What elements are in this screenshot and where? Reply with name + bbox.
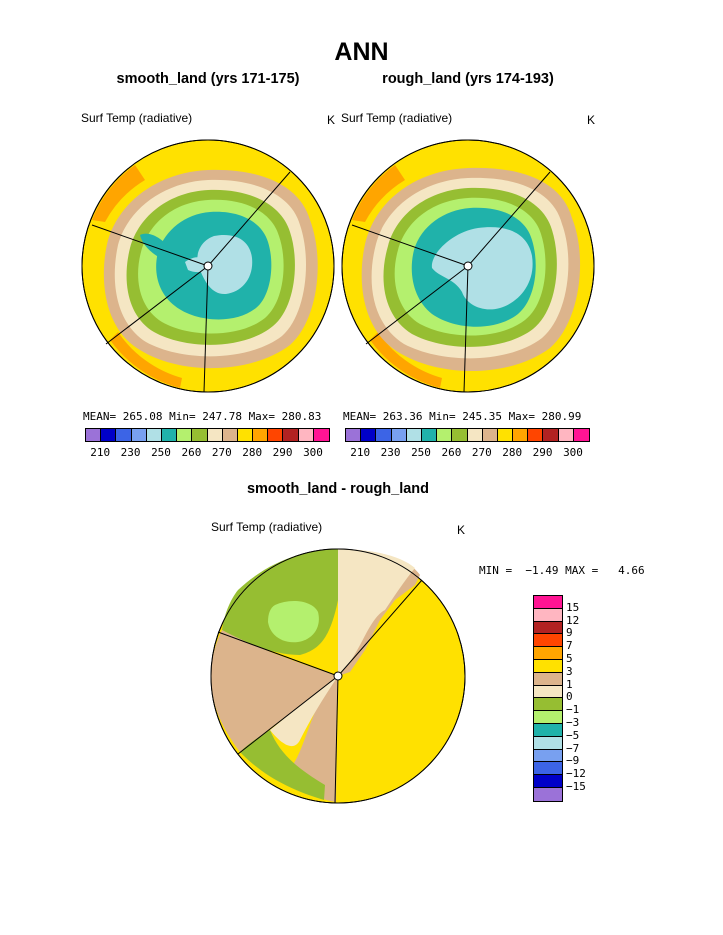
colorbar-swatch (534, 775, 562, 788)
colorbar-tick-label: −9 (566, 754, 580, 768)
variable-label-diff: Surf Temp (radiative) (211, 520, 323, 534)
colorbar-swatch (391, 429, 407, 441)
colorbar-swatch (467, 429, 483, 441)
colorbar-tick-label: −15 (566, 780, 586, 793)
colorbar-swatch (376, 429, 392, 441)
colorbar-swatch (161, 429, 178, 441)
colorbar-tick-label: 210 (90, 446, 111, 459)
colorbar-tick-label: 0 (566, 690, 573, 704)
colorbar-swatch (534, 736, 562, 750)
colorbar-swatch (283, 429, 299, 441)
diff-minmax: MIN = −1.49 MAX = 4.66 (479, 564, 645, 577)
polar-map-smooth (81, 139, 335, 393)
colorbar-tick-label: 12 (566, 613, 580, 627)
colorbar-tick-label: 250 (151, 446, 171, 459)
colorbar-swatch (437, 429, 453, 441)
colorbar-swatch (268, 429, 284, 441)
colorbar-swatch (421, 429, 438, 441)
colorbar-tick-label: 230 (120, 446, 141, 459)
colorbar-tick-label: −12 (566, 767, 586, 781)
units-label-rough: K (587, 113, 596, 127)
stats-rough: MEAN= 263.36 Min= 245.35 Max= 280.99 (343, 410, 582, 423)
colorbar-swatch (237, 429, 254, 441)
colorbar-swatch (573, 429, 589, 441)
colorbar-swatch (361, 429, 377, 441)
colorbar-swatch (528, 429, 544, 441)
colorbar-tick-label: 1 (566, 677, 573, 691)
colorbar-swatch (346, 429, 362, 441)
colorbar-tick-label: 230 (380, 446, 401, 459)
colorbar-tick-label: −3 (566, 716, 580, 729)
main-title: ANN (334, 38, 389, 66)
colorbar-swatch (177, 429, 193, 441)
colorbar-tick-label: 290 (532, 446, 553, 459)
colorbar-swatch (543, 429, 559, 441)
colorbar-swatch (207, 429, 223, 441)
colorbar-tick-label: 3 (566, 664, 573, 678)
colorbar-tick-label: 300 (303, 446, 323, 459)
colorbar-swatch (131, 429, 147, 441)
colorbar-tick-label: 250 (411, 446, 431, 459)
colorbar-swatch (222, 429, 238, 441)
colorbar-swatch (253, 429, 269, 441)
colorbar-swatch (534, 672, 562, 686)
colorbar-tick-label: 9 (566, 626, 573, 640)
polar-map-difference (210, 548, 466, 804)
colorbar-swatch (101, 429, 117, 441)
colorbar-tick-label: −7 (566, 741, 580, 755)
colorbar-swatch (534, 621, 562, 635)
polar-map-rough (341, 139, 595, 393)
colorbar-tick-label: 270 (211, 446, 232, 459)
colorbar-tick-label: 290 (272, 446, 293, 459)
colorbar-tick-label: 5 (566, 652, 573, 665)
units-label-diff: K (457, 523, 466, 537)
colorbar-swatch (534, 787, 562, 801)
panel-title-smooth: smooth_land (yrs 171-175) (116, 71, 300, 87)
colorbar-swatch (534, 711, 562, 724)
colorbar-swatch (534, 634, 562, 648)
colorbar-swatch (534, 698, 562, 712)
colorbar-tick-label: 15 (566, 600, 580, 614)
colorbar-tick-label: 260 (181, 446, 202, 459)
colorbar-swatch (558, 429, 574, 441)
colorbar-swatch (298, 429, 314, 441)
colorbar-smooth (85, 428, 330, 442)
colorbar-swatch (116, 429, 132, 441)
colorbar-swatch (534, 647, 562, 660)
panel-title-rough: rough_land (yrs 174-193) (382, 71, 554, 87)
colorbar-tick-label: 280 (502, 446, 523, 459)
stats-smooth: MEAN= 265.08 Min= 247.78 Max= 280.83 (83, 410, 322, 423)
colorbar-swatch (534, 749, 562, 763)
colorbar-swatch (534, 659, 562, 673)
colorbar-swatch (534, 762, 562, 776)
colorbar-tick-label: 260 (441, 446, 462, 459)
colorbar-swatch (513, 429, 529, 441)
colorbar-swatch (146, 429, 162, 441)
units-label-smooth: K (327, 113, 336, 127)
colorbar-difference (533, 595, 563, 802)
colorbar-swatch (192, 429, 208, 441)
colorbar-swatch (534, 608, 562, 622)
variable-label-smooth: Surf Temp (radiative) (81, 111, 193, 125)
variable-label-rough: Surf Temp (radiative) (341, 111, 453, 125)
colorbar-tick-label: 300 (563, 446, 583, 459)
colorbar-swatch (452, 429, 468, 441)
colorbar-tick-label: 280 (242, 446, 263, 459)
colorbar-tick-label: −5 (566, 728, 580, 742)
colorbar-tick-label: 210 (350, 446, 371, 459)
colorbar-swatch (534, 685, 562, 699)
colorbar-tick-label: −1 (566, 703, 580, 717)
colorbar-swatch (86, 429, 102, 441)
colorbar-swatch (313, 429, 329, 441)
colorbar-swatch (497, 429, 514, 441)
colorbar-rough (345, 428, 590, 442)
colorbar-swatch (406, 429, 422, 441)
colorbar-swatch (534, 723, 562, 737)
colorbar-tick-label: 270 (471, 446, 492, 459)
diff-panel-title: smooth_land - rough_land (246, 481, 430, 497)
colorbar-swatch (482, 429, 498, 441)
colorbar-tick-label: 7 (566, 639, 573, 653)
colorbar-swatch (534, 596, 562, 609)
